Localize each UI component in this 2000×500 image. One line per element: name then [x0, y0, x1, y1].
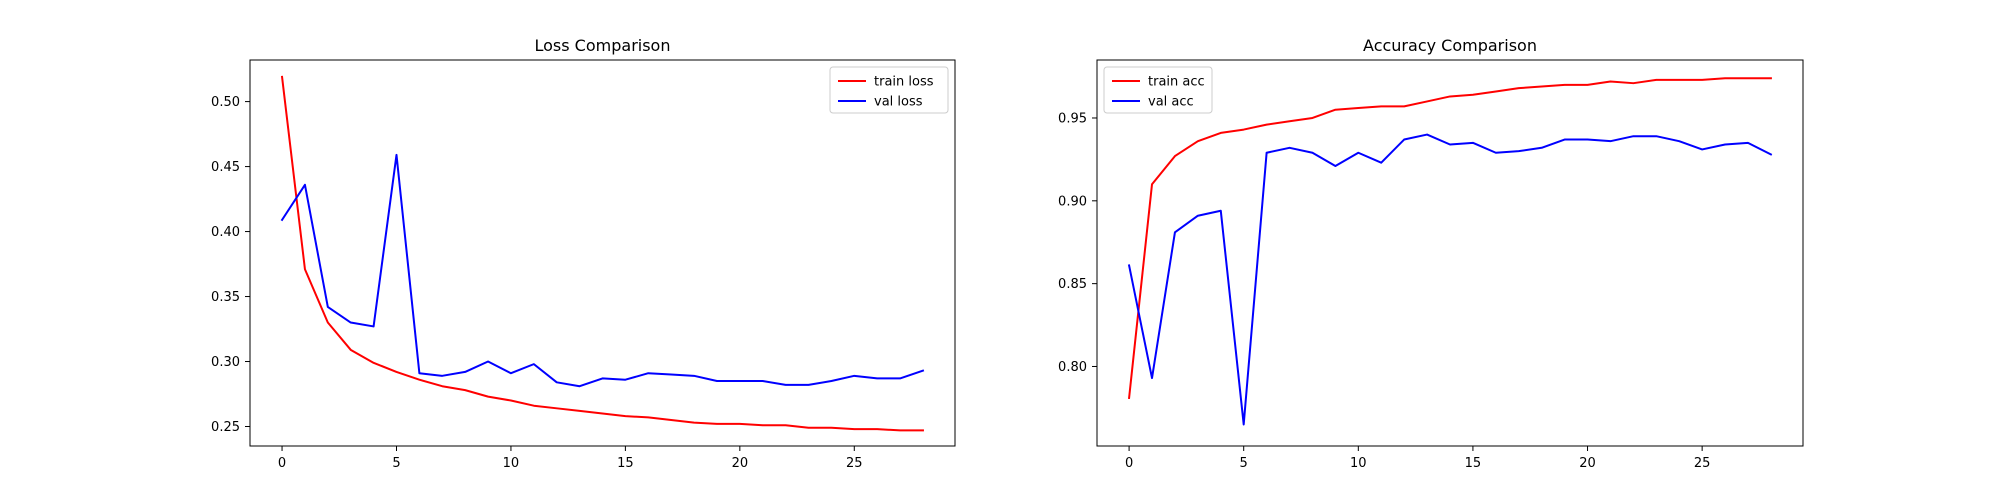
- legend-label: train loss: [874, 75, 934, 90]
- x-tick-label: 25: [846, 456, 863, 471]
- y-tick-label: 0.50: [211, 95, 240, 110]
- y-tick-label: 0.35: [211, 290, 240, 305]
- chart-title: Accuracy Comparison: [1363, 36, 1537, 55]
- series-line-val-acc: [1127, 133, 1773, 426]
- y-tick-label: 0.90: [1058, 194, 1087, 209]
- series-line-train-loss: [280, 75, 924, 432]
- x-tick-label: 5: [392, 456, 400, 471]
- x-tick-label: 20: [732, 456, 749, 471]
- chart-title: Loss Comparison: [535, 36, 671, 55]
- legend: train acc val acc: [1103, 66, 1213, 114]
- series-line-val-loss: [280, 153, 925, 388]
- y-tick-label: 0.30: [211, 355, 240, 370]
- chart-1: Accuracy Comparison 0 5 10 15 20 25 0.80 0.85 0.9…: [1058, 36, 1804, 471]
- x-tick-label: 10: [1350, 456, 1367, 471]
- x-tick-label: 15: [617, 456, 634, 471]
- y-tick-label: 0.25: [211, 420, 240, 435]
- legend-label: train acc: [1148, 75, 1205, 90]
- x-tick-label: 5: [1240, 456, 1248, 471]
- chart-0: Loss Comparison 0 5 10 15 20 25 0.25 0.30 0.35 0.4…: [211, 36, 956, 471]
- x-tick-label: 25: [1694, 456, 1711, 471]
- y-tick-label: 0.45: [211, 160, 240, 175]
- y-tick-label: 0.85: [1058, 277, 1087, 292]
- x-tick-label: 15: [1465, 456, 1482, 471]
- y-tick-label: 0.80: [1058, 360, 1087, 375]
- axes-frame: [1096, 59, 1804, 447]
- y-tick-label: 0.40: [211, 225, 240, 240]
- x-tick-label: 0: [278, 456, 286, 471]
- y-tick-label: 0.95: [1058, 111, 1087, 126]
- series-line-train-acc: [1127, 77, 1772, 400]
- legend-label: val loss: [874, 95, 923, 110]
- legend-label: val acc: [1148, 95, 1194, 110]
- axes-frame: [249, 59, 956, 447]
- legend: train loss val loss: [829, 66, 949, 114]
- x-tick-label: 10: [503, 456, 520, 471]
- x-tick-label: 20: [1579, 456, 1596, 471]
- x-tick-label: 0: [1125, 456, 1133, 471]
